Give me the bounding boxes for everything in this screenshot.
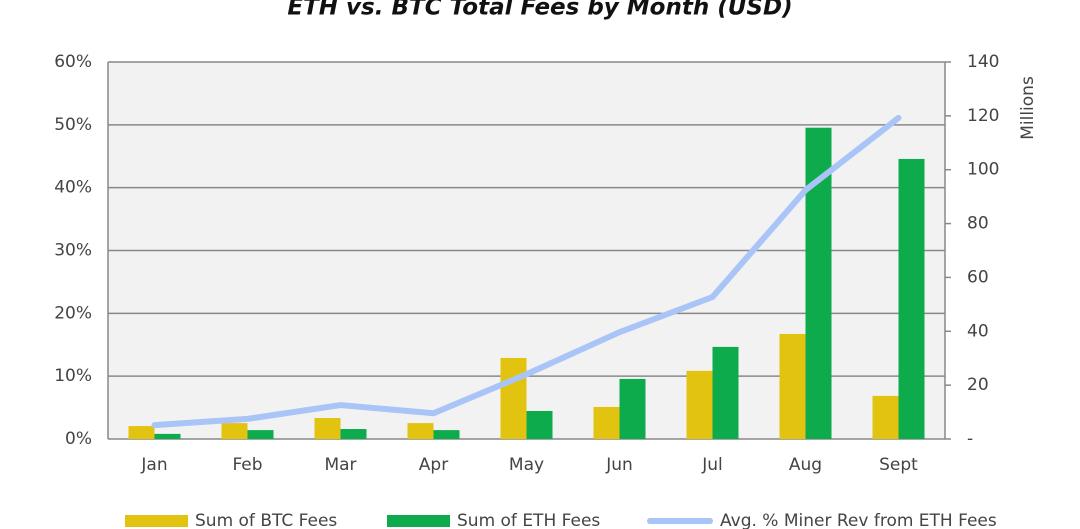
bar (593, 406, 620, 439)
y-tick-label: 30% (54, 241, 92, 261)
bar (221, 423, 248, 439)
x-tick-label: Jun (605, 455, 633, 475)
chart-title: ETH vs. BTC Total Fees by Month (USD) (287, 0, 792, 21)
line (151, 114, 902, 429)
y2-tick-label: 40 (967, 321, 989, 341)
bar (247, 430, 274, 439)
y2-tick-label: 140 (967, 52, 999, 72)
bar (712, 346, 739, 439)
bar (433, 430, 460, 439)
y2-tick-label: 80 (967, 214, 989, 234)
y-tick-label: 0% (65, 429, 92, 449)
x-tick-label: Aug (789, 455, 822, 475)
y-tick-label: 50% (54, 115, 92, 135)
x-tick-label: May (509, 455, 544, 475)
x-tick-label: Apr (419, 455, 448, 475)
y2-axis-label: Millions (1018, 76, 1038, 140)
x-tick-label: Jan (140, 455, 167, 475)
bar (872, 395, 899, 439)
legend-label: Avg. % Miner Rev from ETH Fees (720, 511, 997, 529)
y2-tick-label: 100 (967, 160, 999, 180)
y-tick-label: 10% (54, 366, 92, 386)
bar (154, 433, 181, 439)
y-tick-label: 40% (54, 178, 92, 198)
bar (407, 423, 434, 439)
legend-swatch (387, 515, 450, 527)
legend-label: Sum of BTC Fees (195, 511, 337, 529)
x-tick-label: Mar (324, 455, 356, 475)
y2-tick-label: 20 (967, 375, 989, 395)
legend-label: Sum of ETH Fees (457, 511, 600, 529)
bar (500, 357, 527, 439)
y-tick-label: 20% (54, 303, 92, 323)
x-tick-label: Sept (879, 455, 918, 475)
bar (526, 410, 553, 439)
y-tick-label: 60% (54, 52, 92, 72)
bar (340, 429, 367, 439)
bar (779, 333, 806, 439)
bar (314, 417, 341, 439)
x-tick-label: Feb (232, 455, 262, 475)
legend-swatch (125, 515, 188, 527)
y2-tick-label: 120 (967, 106, 999, 126)
bar (128, 426, 155, 439)
y2-tick-label: - (967, 429, 973, 449)
bar (686, 370, 713, 439)
x-tick-label: Jul (701, 455, 723, 475)
bar (619, 378, 646, 439)
y2-tick-label: 60 (967, 267, 989, 287)
bar (898, 158, 925, 439)
